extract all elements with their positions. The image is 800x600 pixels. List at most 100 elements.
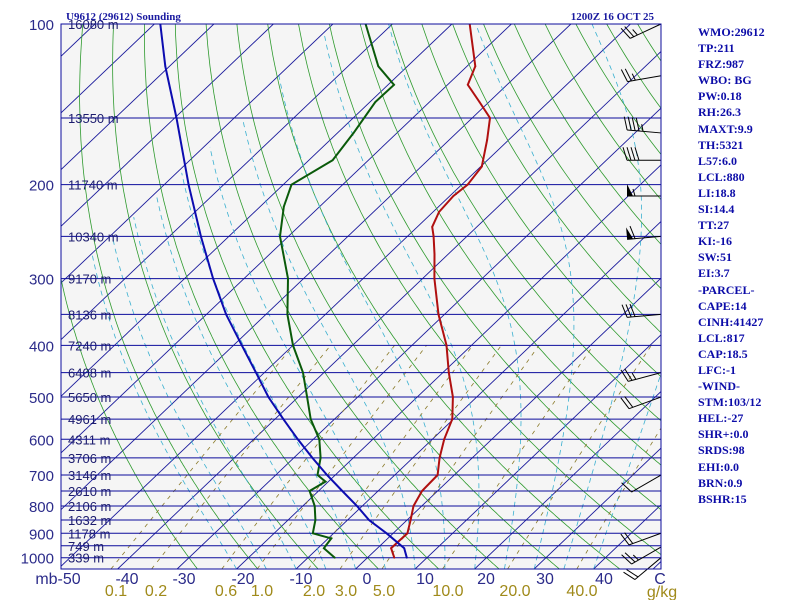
index-line: -WIND- [698, 379, 740, 394]
height-label: 339 m [68, 551, 104, 566]
index-line: BSHR:15 [698, 491, 747, 506]
mixing-ratio-line [307, 345, 474, 569]
temperature-point [438, 456, 441, 459]
dewpoint-trace [278, 24, 396, 559]
index-line: SW:51 [698, 250, 733, 265]
dewpoint-point [302, 371, 304, 374]
stability-indices-panel: WMO:29612 TP:211 FRZ:987 WBO: BG PW:0.18 RH:2… [698, 24, 798, 507]
index-line: WBO: BG [698, 73, 752, 88]
isotherm-line [61, 24, 631, 567]
height-label: 5650 m [68, 390, 111, 405]
plot-frame [60, 23, 662, 570]
moist-adiabat-line [475, 24, 575, 569]
dewpoint-point [377, 65, 380, 68]
dewpoint-point [286, 313, 289, 316]
temperature-tick-label: 10 [416, 571, 434, 588]
wind-barb [622, 147, 661, 161]
temperature-point [437, 313, 440, 316]
dry-adiabat-line [79, 24, 259, 569]
isotherm-line [117, 50, 661, 569]
mixing-ratio-unit: g/kg [647, 584, 677, 600]
moist-adiabat-line [563, 24, 642, 569]
dewpoint-point [316, 474, 319, 476]
height-label: 6408 m [68, 366, 111, 381]
mixing-ratio-label: 0.6 [215, 583, 237, 600]
temperature-tick-label: -40 [115, 571, 138, 588]
isotherm-line [0, 24, 35, 569]
parcel-point [200, 235, 202, 238]
mixing-ratio-line [442, 345, 594, 569]
index-line: EI:3.7 [698, 266, 730, 281]
index-line: TT:27 [698, 218, 730, 233]
parcel-point [368, 519, 370, 521]
mixing-ratio-line [110, 345, 294, 569]
temperature-point [393, 556, 396, 559]
wind-barb [620, 368, 662, 382]
dry-adiabat-line [61, 277, 198, 569]
mixing-ratio-line [339, 345, 502, 569]
index-line: KI:-16 [698, 234, 732, 249]
mixing-ratio-label: 3.0 [335, 583, 357, 600]
index-line: CAP:18.5 [698, 346, 748, 361]
isotherm-line [533, 447, 661, 569]
isotherm-line [61, 24, 512, 454]
mixing-ratio-label: 0.2 [145, 583, 167, 600]
index-line: HEL:-27 [698, 411, 744, 426]
height-label: 7240 m [68, 338, 111, 353]
dry-adiabat-line [390, 24, 661, 422]
moist-adiabat-line [181, 172, 356, 569]
wind-barb [620, 396, 662, 410]
height-label: 8136 m [68, 307, 111, 322]
parcel-point [311, 456, 314, 459]
wind-barb [621, 474, 662, 493]
temperature-point [466, 183, 469, 186]
valid-time: 1200Z 16 OCT 25 [571, 11, 655, 23]
isotherm-line [176, 107, 661, 569]
wind-barb [620, 532, 662, 546]
mixing-ratio-label: 5.0 [373, 583, 395, 600]
dry-adiabat-line [205, 24, 500, 569]
index-line: RH:26.3 [698, 105, 741, 120]
pressure-tick-label: 200 [29, 178, 54, 195]
index-line: SHR+:0.0 [698, 427, 749, 442]
dewpoint-point [352, 132, 355, 134]
pressure-tick-label: 400 [29, 338, 54, 355]
parcel-point [240, 344, 243, 347]
isotherm-line [61, 24, 274, 227]
temperature-point [452, 195, 455, 197]
mixing-ratio-line [151, 345, 332, 569]
pressure-tick-label: 800 [29, 499, 54, 516]
pressure-tick-label: 600 [29, 432, 54, 449]
dewpoint-point [311, 532, 314, 535]
temperature-trace [389, 24, 492, 559]
pressure-tick-label: 500 [29, 390, 54, 407]
index-line: SRDS:98 [698, 443, 745, 458]
temperature-point [436, 474, 439, 476]
temperature-point [421, 490, 423, 492]
mixing-ratio-line [576, 427, 661, 569]
parcel-point [405, 556, 408, 559]
parcel-point [296, 438, 299, 441]
parcel-point [255, 371, 257, 374]
temperature-point [432, 235, 435, 238]
dewpoint-point [330, 537, 333, 540]
dewpoint-point [319, 456, 322, 459]
dewpoint-point [279, 235, 281, 238]
wind-barb [620, 68, 662, 83]
dewpoint-point [393, 83, 395, 86]
height-label: 2106 m [68, 499, 111, 514]
height-label: 4311 m [68, 432, 110, 447]
moist-adiabat-line [133, 217, 297, 569]
isotherm-line [61, 24, 334, 284]
index-line: L57:6.0 [698, 153, 737, 168]
height-label: 749 m [68, 539, 104, 554]
index-line: EHI:0.0 [698, 459, 740, 474]
parcel-point [225, 313, 228, 316]
temperature-point [480, 165, 483, 168]
height-label: 10340 m [68, 229, 119, 244]
parcel-point [282, 418, 285, 421]
temperature-point [433, 277, 436, 280]
wind-barb [620, 23, 662, 39]
